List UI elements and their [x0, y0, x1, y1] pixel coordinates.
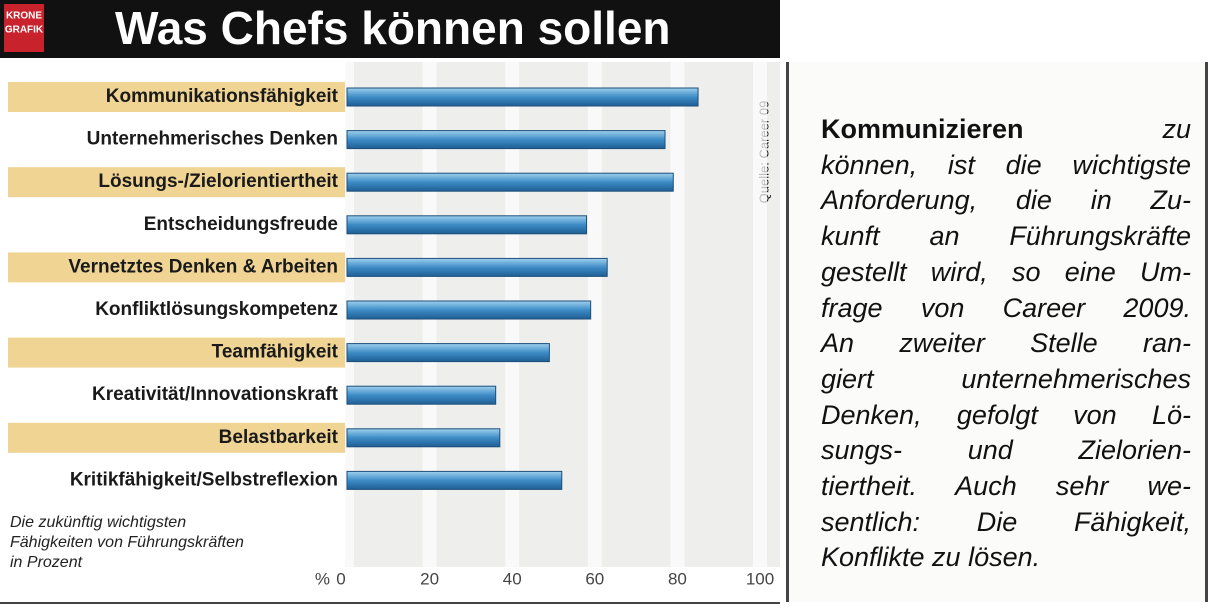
x-tick-label: 40	[503, 569, 522, 588]
sidebar-line: Kommunizieren zu	[821, 112, 1191, 146]
y-tick-label: Teamfähigkeit	[212, 342, 339, 363]
sidebar-line: tiertheit. Auch sehr we-	[821, 469, 1191, 503]
sidebar-line: An zweiter Stelle ran-	[821, 326, 1191, 360]
note: in Prozent	[10, 554, 83, 571]
bar	[347, 386, 496, 404]
sidebar-line: gestellt wird, so eine Um-	[821, 255, 1191, 289]
y-tick-label: Kritikfähigkeit/Selbstreflexion	[70, 469, 338, 490]
chart: KRONE GRAFIK Was Chefs können sollen Que…	[0, 0, 782, 609]
y-tick-label: Vernetztes Denken & Arbeiten	[68, 256, 338, 277]
sidebar-line: Denken, gefolgt von Lö-	[821, 398, 1191, 432]
bar	[347, 429, 500, 447]
page: KRONE GRAFIK Was Chefs können sollen Que…	[0, 0, 1218, 609]
sidebar-line: kunft an Führungskräfte	[821, 219, 1191, 253]
y-tick-label: Kreativität/Innovationskraft	[92, 384, 339, 405]
sidebar-line: können, ist die wichtigste	[821, 148, 1191, 182]
bar	[347, 301, 591, 319]
sidebar-line: Anforderung, die in Zu-	[821, 183, 1191, 217]
y-tick-label: Konfliktlösungskompetenz	[95, 299, 338, 320]
y-tick-label: Kommunikationsfähigkeit	[106, 86, 339, 107]
sidebar-line: Konflikte zu lösen.	[821, 540, 1191, 574]
logo-text: KRONE	[6, 11, 42, 22]
bar	[347, 344, 549, 362]
x-tick-label: 100	[746, 569, 774, 588]
sidebar-text: zu	[1162, 114, 1191, 144]
x-tick-label: 20	[420, 569, 439, 588]
note: Die zukünftig wichtigsten	[10, 514, 186, 531]
bar	[347, 88, 698, 106]
sidebar-line: sentlich: Die Fähigkeit,	[821, 505, 1191, 539]
logo-text: GRAFIK	[5, 25, 44, 36]
sidebar-line: frage von Career 2009.	[821, 291, 1191, 325]
chart-title: Was Chefs können sollen	[115, 2, 671, 54]
y-tick-label: Unternehmerisches Denken	[87, 129, 338, 150]
y-tick-label: Belastbarkeit	[219, 427, 339, 448]
bar	[347, 216, 587, 234]
bar	[347, 131, 665, 149]
x-tick-label: 60	[585, 569, 604, 588]
sidebar-line: sungs- und Zielorien-	[821, 433, 1191, 467]
bar	[347, 173, 673, 191]
y-tick-label: Lösungs-/Zielorientiertheit	[98, 171, 338, 192]
note: Fähigkeiten von Führungskräften	[10, 534, 244, 551]
sidebar-line: giert unternehmerisches	[821, 362, 1191, 396]
x-tick-label: 80	[668, 569, 687, 588]
axis-unit: %	[315, 569, 330, 588]
y-tick-label: Entscheidungsfreude	[144, 214, 338, 235]
x-tick-label: 0	[336, 569, 345, 588]
bar	[347, 258, 607, 276]
bar	[347, 471, 562, 489]
sidebar-lead: Kommunizieren	[821, 114, 1024, 144]
